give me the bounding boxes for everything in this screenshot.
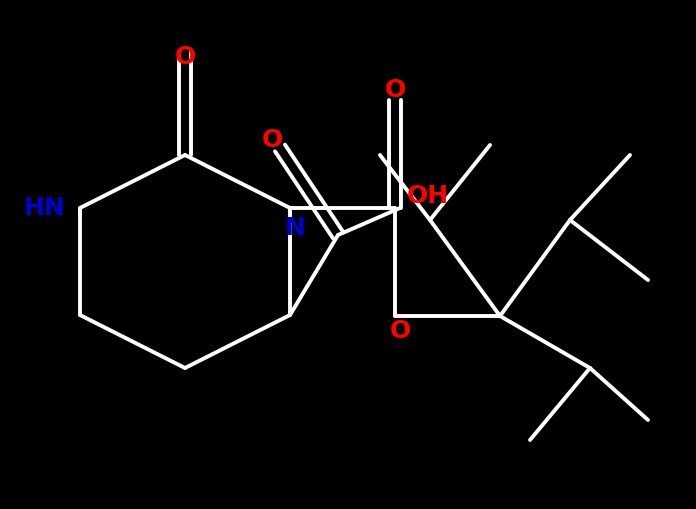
Text: OH: OH [407,184,449,208]
Text: HN: HN [24,196,66,220]
Text: N: N [285,216,306,240]
Text: O: O [175,45,196,69]
Text: O: O [384,78,406,102]
Text: O: O [389,319,411,343]
Text: O: O [262,128,283,152]
